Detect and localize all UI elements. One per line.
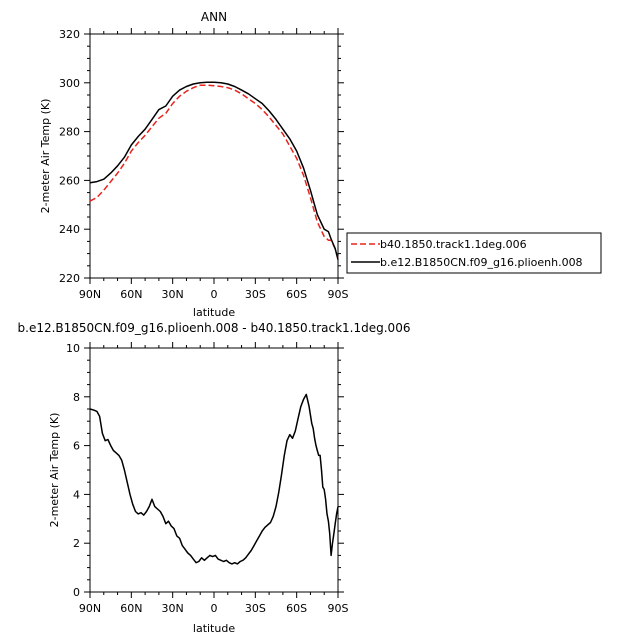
series-line-control	[89, 84, 339, 259]
x-tick-label: 60N	[120, 602, 142, 615]
x-tick-label: 60S	[286, 288, 307, 301]
top-x-axis-label: latitude	[193, 306, 235, 319]
top-series-group	[89, 81, 339, 260]
series-line-pliocene	[89, 81, 339, 260]
legend: b40.1850.track1.1deg.006 b.e12.B1850CN.f…	[346, 232, 602, 274]
top-chart-title: ANN	[201, 10, 227, 24]
legend-box	[346, 232, 602, 274]
series-line-difference	[89, 393, 339, 565]
y-tick-label: 320	[59, 28, 80, 41]
bottom-series-group	[89, 393, 339, 565]
y-tick-label: 220	[59, 272, 80, 285]
bottom-axis-ticks: 90N 60N 30N 0 30S 60S 90S 0 2 4 6 8 10	[66, 342, 349, 615]
x-tick-label: 30N	[162, 288, 184, 301]
y-tick-label: 300	[59, 77, 80, 90]
top-y-axis-label: 2-meter Air Temp (K)	[39, 99, 52, 214]
y-tick-label: 6	[73, 440, 80, 453]
legend-label-control: b40.1850.track1.1deg.006	[380, 238, 527, 251]
top-axis-ticks: 90N 60N 30N 0 30S 60S 90S 220 240 260 280 300 320	[59, 28, 349, 301]
x-tick-label: 90S	[328, 602, 349, 615]
y-tick-label: 240	[59, 223, 80, 236]
legend-label-pliocene: b.e12.B1850CN.f09_g16.plioenh.008	[380, 256, 583, 269]
y-tick-label: 260	[59, 174, 80, 187]
x-tick-label: 0	[211, 602, 218, 615]
y-tick-label: 280	[59, 126, 80, 139]
y-tick-label: 0	[73, 586, 80, 599]
x-tick-label: 30S	[245, 602, 266, 615]
x-tick-label: 90S	[328, 288, 349, 301]
y-tick-label: 10	[66, 342, 80, 355]
y-tick-label: 4	[73, 488, 80, 501]
x-tick-label: 30S	[245, 288, 266, 301]
y-tick-label: 2	[73, 537, 80, 550]
x-tick-label: 0	[211, 288, 218, 301]
y-tick-label: 8	[73, 391, 80, 404]
bottom-x-axis-label: latitude	[193, 622, 235, 635]
x-tick-label: 60S	[286, 602, 307, 615]
bottom-y-axis-label: 2-meter Air Temp (K)	[48, 413, 61, 528]
x-tick-label: 90N	[79, 602, 101, 615]
bottom-panel: b.e12.B1850CN.f09_g16.plioenh.008 - b40.…	[18, 321, 411, 635]
x-tick-label: 90N	[79, 288, 101, 301]
top-plot-frame	[89, 33, 339, 279]
bottom-chart-title: b.e12.B1850CN.f09_g16.plioenh.008 - b40.…	[18, 321, 411, 335]
x-tick-label: 30N	[162, 602, 184, 615]
x-tick-label: 60N	[120, 288, 142, 301]
top-panel: ANN 90N 60N 30N 0 30S 60S 90S 220 240 260 280 300 32…	[39, 10, 349, 319]
